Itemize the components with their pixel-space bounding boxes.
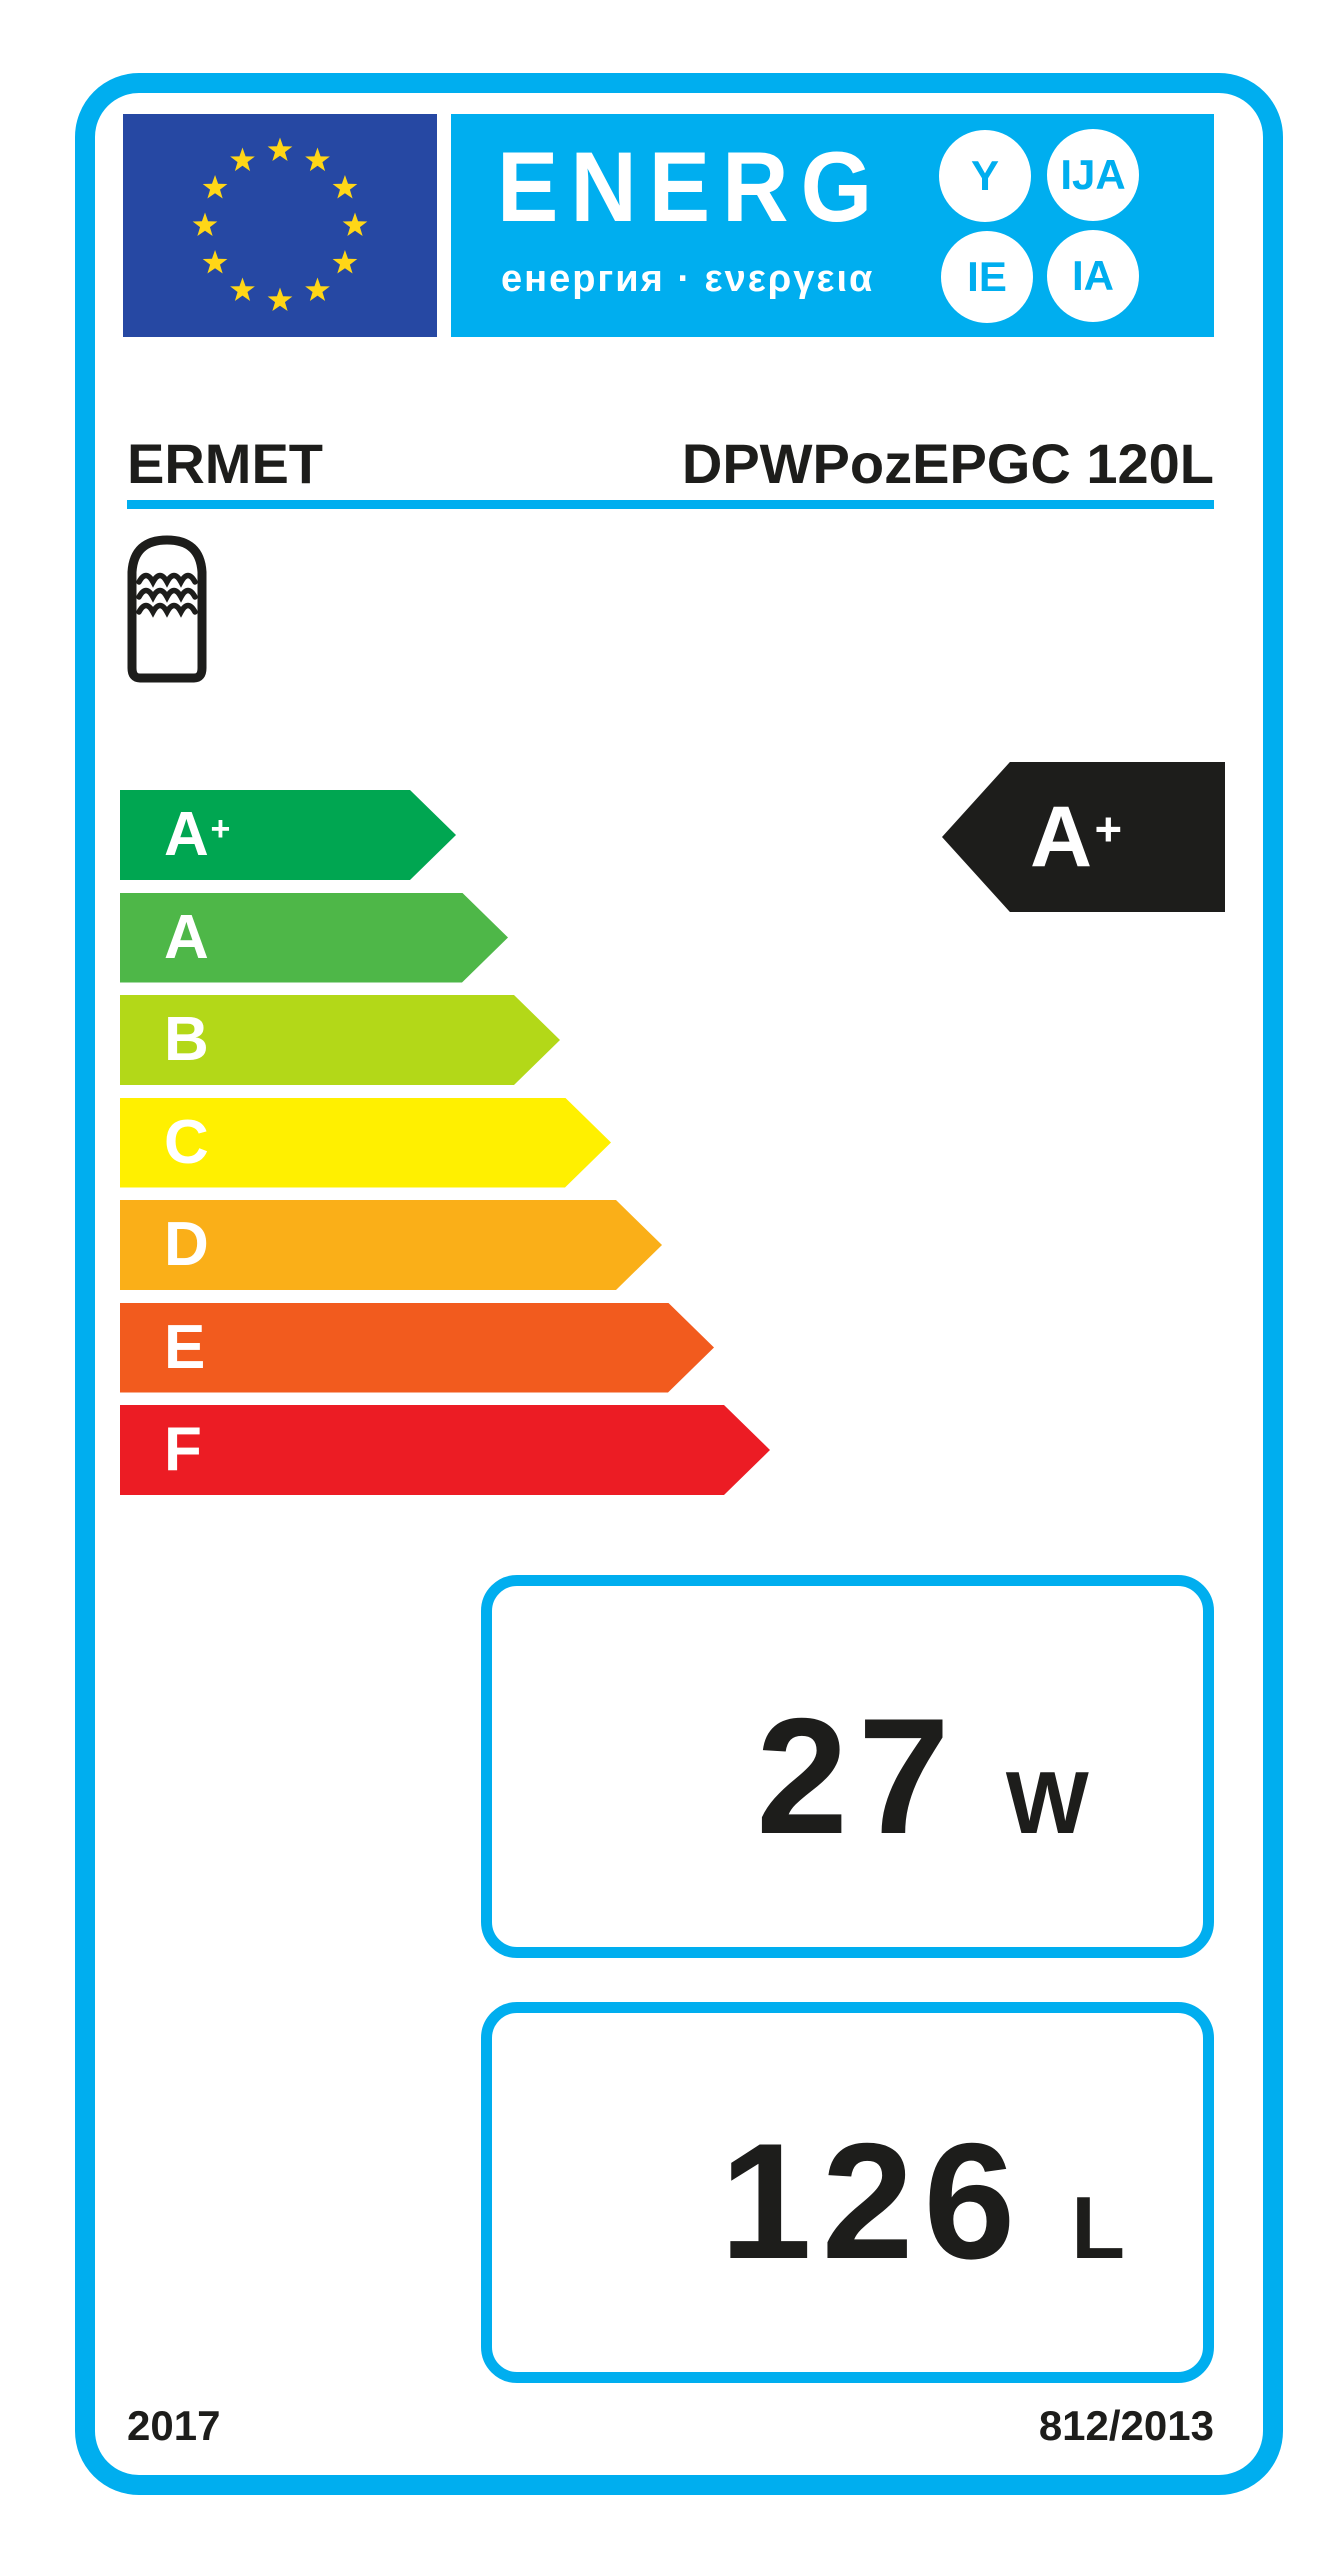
volume-value: 126 xyxy=(719,2109,1026,2293)
energ-subtitle: енергия · ενεργεια xyxy=(501,258,875,300)
power-unit: W xyxy=(1005,1753,1089,1852)
class-arrow-f: F xyxy=(120,1405,770,1495)
class-arrow-label: B xyxy=(164,1005,209,1074)
class-arrow-d: D xyxy=(120,1200,662,1290)
class-arrow-e: E xyxy=(120,1303,714,1393)
label-year: 2017 xyxy=(127,2402,221,2449)
eu-flag-icon xyxy=(123,114,437,337)
eu-flag-stars xyxy=(192,137,368,312)
current-rating-label: A+ xyxy=(1030,789,1123,885)
class-arrow-label: A+ xyxy=(164,800,231,869)
water-heater-tank-icon xyxy=(124,528,210,684)
energ-banner: ENERG енергия · ενεργεια Y IJA IE IA xyxy=(451,114,1214,337)
class-arrow-a-plus: A+ xyxy=(120,790,456,880)
model-name: DPWPozEPGC 120L xyxy=(681,432,1214,495)
class-arrow-label: C xyxy=(164,1107,209,1177)
header-divider xyxy=(127,500,1214,509)
energ-suffix-circle-y: Y xyxy=(939,130,1031,222)
brand-model-row: ERMET DPWPozEPGC 120L xyxy=(127,430,1214,492)
brand-name: ERMET xyxy=(127,432,323,495)
class-arrow-label: A xyxy=(164,902,209,972)
class-arrow-label: F xyxy=(164,1415,202,1484)
energy-class-scale: A+ A B C D E F xyxy=(120,790,770,1495)
energ-wordmark: ENERG xyxy=(497,132,885,243)
class-arrow-label: E xyxy=(164,1312,206,1382)
current-rating-badge: A+ xyxy=(942,762,1225,912)
class-arrow-a: A xyxy=(120,893,508,983)
energ-suffix-circle-ija: IJA xyxy=(1047,129,1139,221)
regulation-number: 812/2013 xyxy=(1038,2402,1214,2449)
class-arrow-label: D xyxy=(164,1210,209,1279)
class-arrow-b: B xyxy=(120,995,560,1085)
class-arrow-c: C xyxy=(120,1098,611,1188)
energ-suffix-circle-ie: IE xyxy=(941,231,1033,323)
energ-suffix-circle-ia: IA xyxy=(1047,230,1139,322)
power-value: 27 xyxy=(756,1684,960,1868)
storage-volume-box: 126 L xyxy=(481,2002,1214,2383)
power-consumption-box: 27 W xyxy=(481,1575,1214,1958)
volume-unit: L xyxy=(1071,2178,1126,2277)
